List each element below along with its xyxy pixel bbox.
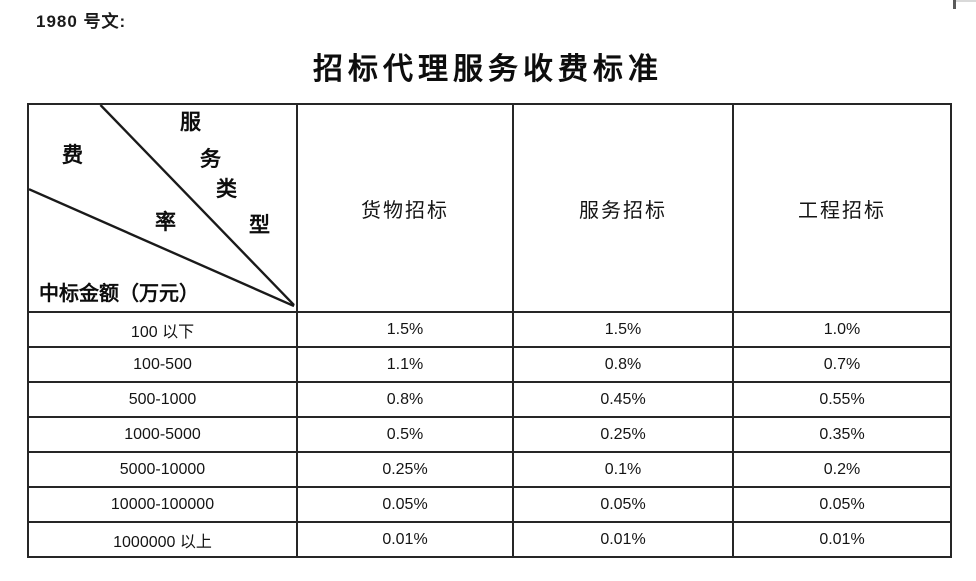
rate-cell: 0.8% xyxy=(296,381,514,418)
amount-range-cell: 1000000 以上 xyxy=(27,521,298,558)
rate-cell: 0.05% xyxy=(296,486,514,523)
rate-cell: 0.35% xyxy=(732,416,952,453)
rate-cell: 1.1% xyxy=(296,346,514,383)
amount-range-cell: 500-1000 xyxy=(27,381,298,418)
corner-fee-rate-char: 率 xyxy=(155,210,176,234)
rate-cell: 0.45% xyxy=(512,381,734,418)
page-edge-artifact xyxy=(956,0,976,2)
rate-cell: 0.25% xyxy=(296,451,514,488)
amount-range-cell: 100-500 xyxy=(27,346,298,383)
rate-cell: 0.01% xyxy=(296,521,514,558)
rate-cell: 0.01% xyxy=(732,521,952,558)
fee-standard-table: 服 费 务 类 率 型 中标金额（万元） 货物招标 服务招标 工程招标 100 … xyxy=(27,103,952,558)
rate-cell: 0.7% xyxy=(732,346,952,383)
amount-range-cell: 10000-100000 xyxy=(27,486,298,523)
rate-cell: 0.1% xyxy=(512,451,734,488)
column-header-engineering-bidding: 工程招标 xyxy=(732,103,952,313)
corner-service-type-char: 服 xyxy=(180,110,201,134)
table-row: 100-500 1.1% 0.8% 0.7% xyxy=(27,346,952,383)
rate-cell: 0.01% xyxy=(512,521,734,558)
rate-cell: 0.25% xyxy=(512,416,734,453)
amount-range-cell: 5000-10000 xyxy=(27,451,298,488)
page-edge-artifact xyxy=(953,0,956,9)
corner-fee-rate-char: 费 xyxy=(62,143,83,167)
rate-cell: 0.8% xyxy=(512,346,734,383)
corner-service-type-char: 型 xyxy=(249,213,270,237)
column-header-service-bidding: 服务招标 xyxy=(512,103,734,313)
corner-service-type-char: 类 xyxy=(216,177,237,201)
corner-service-type-char: 务 xyxy=(200,147,221,171)
table-row: 1000000 以上 0.01% 0.01% 0.01% xyxy=(27,521,952,558)
amount-range-cell: 1000-5000 xyxy=(27,416,298,453)
doc-number-label: 1980 号文: xyxy=(36,12,127,31)
corner-amount-axis-label: 中标金额（万元） xyxy=(39,283,199,305)
table-header-row: 服 费 务 类 率 型 中标金额（万元） 货物招标 服务招标 工程招标 xyxy=(27,103,952,313)
rate-cell: 0.05% xyxy=(512,486,734,523)
rate-cell: 0.5% xyxy=(296,416,514,453)
column-header-goods-bidding: 货物招标 xyxy=(296,103,514,313)
rate-cell: 1.5% xyxy=(512,311,734,348)
rate-cell: 0.55% xyxy=(732,381,952,418)
table-row: 100 以下 1.5% 1.5% 1.0% xyxy=(27,311,952,348)
table-row: 10000-100000 0.05% 0.05% 0.05% xyxy=(27,486,952,523)
page-title: 招标代理服务收费标准 xyxy=(313,53,663,86)
rate-cell: 1.0% xyxy=(732,311,952,348)
table-corner-cell: 服 费 务 类 率 型 中标金额（万元） xyxy=(27,103,298,313)
table-row: 500-1000 0.8% 0.45% 0.55% xyxy=(27,381,952,418)
rate-cell: 0.05% xyxy=(732,486,952,523)
rate-cell: 0.2% xyxy=(732,451,952,488)
diagonal-divider-lines xyxy=(30,106,295,308)
amount-range-cell: 100 以下 xyxy=(27,311,298,348)
table-row: 1000-5000 0.5% 0.25% 0.35% xyxy=(27,416,952,453)
table-row: 5000-10000 0.25% 0.1% 0.2% xyxy=(27,451,952,488)
rate-cell: 1.5% xyxy=(296,311,514,348)
